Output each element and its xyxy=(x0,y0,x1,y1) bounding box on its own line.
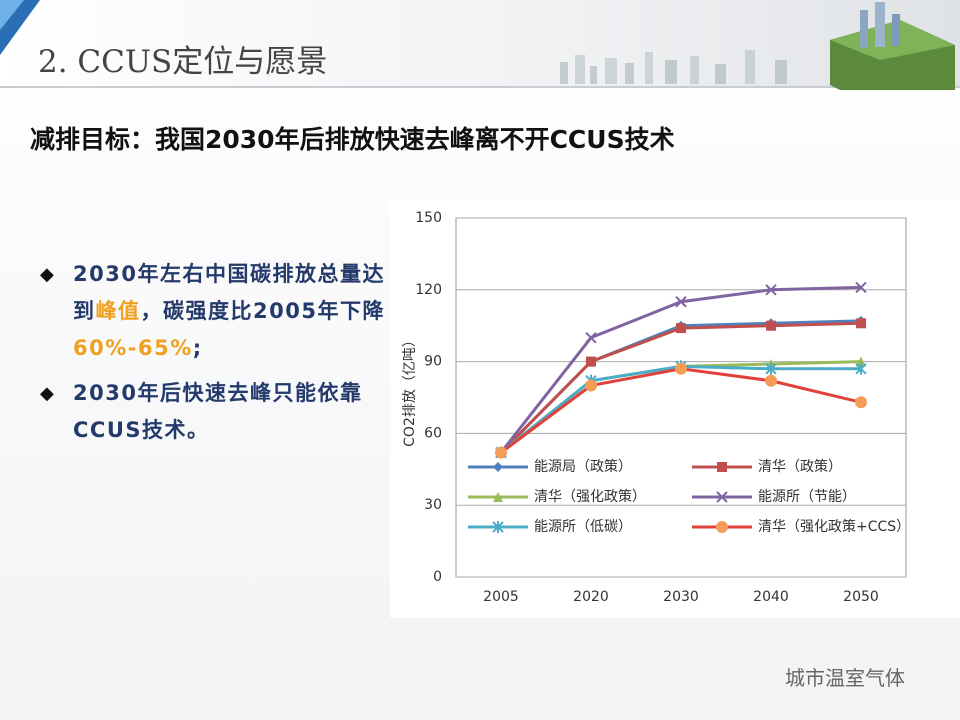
bullet-text: 2030年后快速去峰只能依靠CCUS技术。 xyxy=(73,381,363,442)
x-tick-label: 2050 xyxy=(843,589,879,605)
bullet-text: 2030年左右中国碳排放总量达到 xyxy=(73,262,385,323)
legend-marker xyxy=(716,521,728,533)
y-tick-label: 120 xyxy=(415,282,442,298)
data-point xyxy=(585,331,597,344)
data-point xyxy=(675,362,687,375)
highlight-text: 峰值 xyxy=(95,299,141,323)
subtitle: 减排目标：我国2030年后排放快速去峰离不开CCUS技术 xyxy=(30,125,675,154)
series-line xyxy=(500,364,861,454)
data-point xyxy=(676,323,686,334)
data-point xyxy=(675,296,687,308)
slide-title: 2. CCUS定位与愿景 xyxy=(38,44,328,80)
highlight-text: 60%-65% xyxy=(73,336,193,360)
bullet-text: ，碳强度比2005年下降 xyxy=(140,299,385,323)
legend-marker xyxy=(716,491,728,503)
bullet-text: ; xyxy=(192,336,203,360)
legend-label: 清华（强化政策） xyxy=(534,488,646,505)
y-axis-label: CO2排放（亿吨） xyxy=(402,333,418,447)
chart: CO2排放（亿吨） 0 30 60 90 120 150 2005 2020 2030 2040 2… xyxy=(390,200,960,618)
data-point xyxy=(856,318,866,329)
y-tick-label: 30 xyxy=(424,497,442,513)
bullet: 2030年后快速去峰只能依靠CCUS技术。 xyxy=(40,375,385,449)
data-point xyxy=(765,362,777,375)
x-tick-label: 2020 xyxy=(573,589,609,605)
data-point xyxy=(766,320,776,331)
data-point xyxy=(765,374,777,387)
legend-label: 清华（强化政策+CCS） xyxy=(758,518,910,535)
legend-marker xyxy=(493,492,503,502)
series-line xyxy=(500,360,862,454)
y-tick-label: 150 xyxy=(415,210,442,226)
header-bar xyxy=(0,0,960,88)
legend-marker xyxy=(493,462,503,472)
data-point xyxy=(585,379,597,392)
data-point xyxy=(855,281,867,294)
y-tick-label: 90 xyxy=(424,354,442,370)
legend-marker xyxy=(492,521,504,533)
watermark: 城市温室气体 xyxy=(785,666,905,690)
y-tick-label: 0 xyxy=(433,569,442,585)
header-decor xyxy=(0,0,955,90)
series-line xyxy=(499,319,862,454)
data-point xyxy=(855,396,867,409)
bullet-list: 2030年左右中国碳排放总量达到峰值，碳强度比2005年下降60%-65%;20… xyxy=(40,256,385,457)
legend-label: 能源局（政策） xyxy=(534,458,632,475)
data-point xyxy=(495,446,507,459)
x-tick-label: 2005 xyxy=(483,589,519,605)
bullet: 2030年左右中国碳排放总量达到峰值，碳强度比2005年下降 60%-65%; xyxy=(40,256,385,367)
data-point xyxy=(586,356,596,367)
legend-label: 能源所（低碳） xyxy=(534,519,632,535)
x-tick-label: 2040 xyxy=(753,589,789,605)
data-point xyxy=(855,362,867,375)
legend-marker xyxy=(717,462,727,472)
data-point xyxy=(765,284,777,296)
legend-label: 清华（政策） xyxy=(758,458,842,475)
x-tick-label: 2030 xyxy=(663,589,699,605)
legend-label: 能源所（节能） xyxy=(758,489,856,505)
data-point xyxy=(856,356,866,367)
y-tick-label: 60 xyxy=(424,425,442,441)
